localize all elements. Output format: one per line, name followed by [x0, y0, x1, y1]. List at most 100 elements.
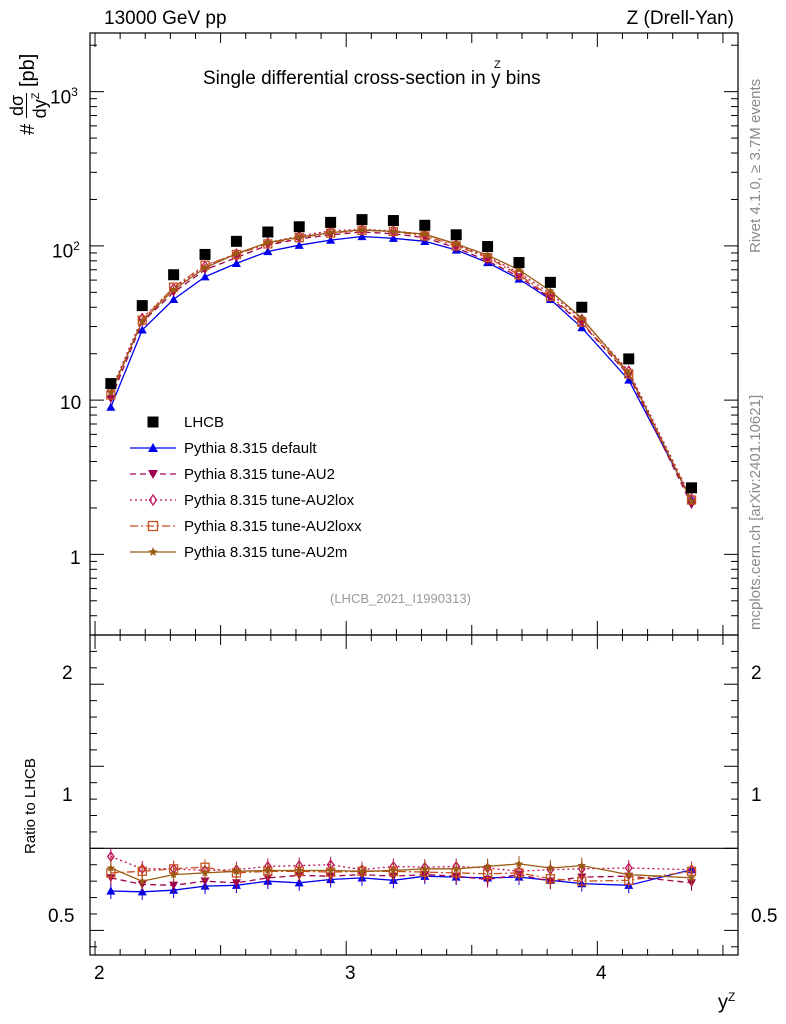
ratio-point: [420, 864, 430, 873]
x-axis-label-var: y: [718, 991, 728, 1014]
main-point: [137, 325, 147, 334]
legend-label-au2loxx: Pythia 8.315 tune-AU2loxx: [184, 517, 362, 535]
ratio-series-line: [110, 855, 692, 872]
legend-label-au2lox: Pythia 8.315 tune-AU2lox: [184, 491, 355, 509]
main-point: [106, 402, 116, 411]
y-tick-100-exp: 2: [73, 239, 80, 253]
main-point: [389, 226, 398, 236]
main-point: [200, 272, 210, 281]
main-point: [623, 353, 635, 365]
main-point: [576, 301, 588, 313]
ylabel-hash: #: [16, 123, 39, 135]
title-var-y: y: [490, 68, 501, 89]
legend-symbol: [147, 520, 159, 532]
main-point: [137, 315, 147, 325]
main-point: [232, 249, 241, 258]
ratio-point: [577, 861, 587, 870]
ratio-point: [687, 873, 696, 882]
main-point: [326, 228, 335, 237]
ylabel-fraction: dσ dyZ: [7, 92, 50, 119]
main-point: [263, 238, 273, 247]
main-point: [199, 248, 211, 260]
legend-marker-au2: [130, 470, 176, 479]
ratio-y-tick-left-1: 1: [62, 785, 73, 806]
ratio-point: [577, 876, 587, 886]
ratio-y-ticks: [90, 634, 738, 948]
main-series-line: [110, 229, 693, 502]
main-point: [294, 232, 304, 241]
legend-label-default: Pythia 8.315 default: [184, 439, 317, 457]
ratio-y-tick-right-2: 2: [751, 663, 762, 684]
ratio-point: [451, 864, 461, 873]
legend-symbol: [148, 470, 158, 479]
legend-symbol: [148, 547, 158, 557]
ratio-point: [169, 870, 178, 879]
y-tick-label-10: 10: [60, 393, 82, 414]
legend-marker-lhcb: [147, 416, 159, 428]
main-point: [168, 269, 180, 281]
ylabel-den-sup: Z: [30, 92, 42, 100]
analysis-watermark: (LHCB_2021_I1990313): [330, 591, 471, 606]
y-tick-label-1000: 103: [50, 85, 78, 109]
ratio-point: [106, 863, 116, 872]
ratio-point: [106, 886, 116, 895]
legend-marker-au2loxx: [130, 520, 176, 532]
main-point: [686, 495, 697, 505]
y-tick-label-100: 102: [52, 239, 80, 263]
main-point: [420, 228, 429, 240]
ylabel-denominator: dyZ: [27, 92, 50, 119]
main-point: [105, 378, 117, 390]
y-tick-1000-base: 10: [50, 87, 72, 109]
main-point: [137, 316, 147, 325]
main-point: [295, 230, 304, 242]
main-point: [200, 263, 210, 272]
title-suffix: bins: [500, 68, 541, 89]
ratio-y-tick-right-0.5: 0.5: [751, 906, 778, 927]
main-point: [420, 229, 430, 238]
main-point: [514, 265, 524, 274]
ratio-point: [263, 865, 273, 875]
main-point: [136, 300, 148, 312]
main-y-axis-label: # dσ dyZ [pb]: [7, 53, 50, 135]
ratio-series-4: [106, 855, 696, 890]
main-point: [577, 313, 587, 322]
main-point: [482, 241, 494, 253]
main-point: [687, 497, 696, 506]
main-y-ticks: [90, 44, 738, 636]
legend-symbol: [147, 416, 159, 428]
main-point: [263, 236, 272, 249]
ratio-point: [483, 861, 492, 871]
main-point: [419, 219, 431, 231]
ratio-point: [294, 865, 304, 875]
main-point: [326, 235, 336, 244]
main-point: [451, 239, 461, 248]
rivet-version-text: Rivet 4.1.0, ≥ 3.7M events: [747, 78, 764, 253]
ratio-series-2: [106, 848, 696, 880]
ratio-y-axis-label: Ratio to LHCB: [22, 758, 39, 854]
legend-symbol: [148, 443, 158, 452]
main-series-0: [105, 214, 698, 494]
main-point: [325, 216, 337, 228]
y-tick-label-1: 1: [70, 548, 81, 569]
x-axis-label-sup: Z: [728, 990, 736, 1004]
main-point: [106, 388, 116, 397]
main-point: [387, 215, 399, 227]
ratio-series-line: [110, 873, 692, 886]
legend-item-au2: Pythia 8.315 tune-AU2: [128, 462, 335, 486]
x-axis-label: yZ: [718, 990, 735, 1015]
ratio-point: [137, 876, 147, 885]
ylabel-den-text: dy: [30, 99, 50, 119]
x-ticks: [94, 33, 724, 955]
main-point: [357, 225, 367, 234]
main-point: [169, 285, 178, 294]
ylabel-unit: [pb]: [16, 53, 39, 87]
main-point: [450, 229, 462, 241]
x-tick-label-3: 3: [345, 963, 356, 984]
legend-item-au2m: Pythia 8.315 tune-AU2m: [128, 540, 347, 564]
main-point: [169, 282, 178, 295]
legend-marker-au2m: [130, 547, 176, 557]
main-series-5: [106, 225, 696, 506]
ratio-point: [389, 865, 398, 875]
